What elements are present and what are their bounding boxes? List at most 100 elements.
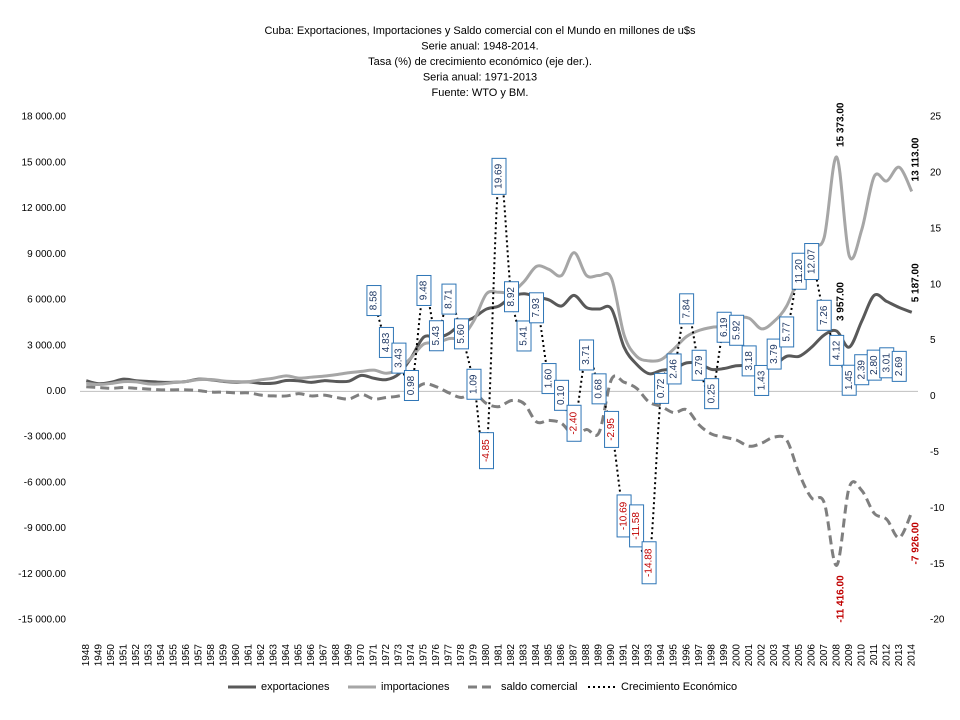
- x-tick-label: 1990: [606, 644, 617, 667]
- label-box: [428, 320, 444, 352]
- chart-title: Cuba: Exportaciones, Importaciones y Sal…: [264, 25, 696, 37]
- x-tick-label: 1974: [406, 644, 417, 667]
- data-label-box: 4.12: [829, 334, 845, 366]
- chart-title: Tasa (%) de crecimiento económico (eje d…: [368, 56, 592, 68]
- data-label-box: 5.60: [453, 318, 469, 350]
- data-label: 5.43: [431, 326, 442, 346]
- label-box: [666, 353, 682, 385]
- x-tick-label: 1950: [106, 644, 117, 667]
- label-box: [478, 432, 494, 470]
- data-label-box: 3.18: [741, 345, 757, 377]
- data-label: 5 187.00: [910, 263, 921, 302]
- x-tick-label: 2002: [756, 644, 767, 667]
- x-tick-label: 1948: [81, 644, 92, 667]
- data-label-box: 5.43: [428, 320, 444, 352]
- chart-title: Seria anual: 1971-2013: [423, 71, 537, 83]
- y2-tick-label: 0: [930, 391, 936, 402]
- label-box: [729, 314, 745, 346]
- data-label-box: -14.88: [641, 541, 657, 585]
- label-box: [541, 363, 557, 395]
- label-box: [504, 281, 520, 313]
- data-label-box: 19.69: [491, 157, 507, 195]
- chart-title: Serie anual: 1948-2014.: [421, 40, 538, 52]
- data-label-box: 7.26: [816, 299, 832, 331]
- label-box: [366, 285, 382, 317]
- x-tick-label: 1977: [444, 644, 455, 667]
- y2-tick-label: -10: [930, 503, 945, 514]
- label-box: [579, 339, 595, 371]
- x-tick-label: 1962: [256, 644, 267, 667]
- data-label: 3.71: [581, 345, 592, 365]
- x-tick-label: 1985: [544, 644, 555, 667]
- data-label: 0.10: [556, 385, 567, 405]
- data-label-box: 2.46: [666, 353, 682, 385]
- data-label-box: 9.48: [416, 274, 432, 306]
- label-box: [829, 334, 845, 366]
- x-tick-label: 1963: [269, 644, 280, 667]
- label-box: [441, 283, 457, 315]
- data-label-box: 12.07: [804, 243, 820, 281]
- data-label: 0.25: [706, 383, 717, 403]
- data-label-box: 0.98: [403, 369, 419, 401]
- y-tick-label: -15 000.00: [18, 615, 66, 626]
- data-label: 0.68: [594, 379, 605, 399]
- label-box: [554, 379, 570, 411]
- label-box: [466, 368, 482, 400]
- x-tick-label: 1973: [394, 644, 405, 667]
- data-label-box: -4.85: [478, 432, 494, 470]
- chart-title: Fuente: WTO y BM.: [432, 87, 529, 99]
- x-tick-label: 2011: [869, 644, 880, 666]
- data-label-box: 7.93: [529, 292, 545, 324]
- data-label-box: -10.69: [616, 494, 632, 538]
- x-tick-label: 1954: [156, 644, 167, 667]
- data-label: 1.09: [469, 374, 480, 394]
- x-tick-label: 1997: [694, 644, 705, 667]
- data-label-box: -2.95: [604, 410, 620, 448]
- y2-tick-label: -15: [930, 559, 945, 570]
- data-label: 8.58: [369, 290, 380, 310]
- data-label: -4.85: [481, 439, 492, 462]
- data-label: 2.46: [669, 359, 680, 379]
- data-label: -10.69: [619, 501, 630, 530]
- label-box: [779, 316, 795, 348]
- y2-tick-label: -5: [930, 447, 939, 458]
- x-tick-label: 1998: [706, 644, 717, 667]
- x-tick-label: 1966: [306, 644, 317, 667]
- data-label: 5.92: [731, 320, 742, 340]
- data-label-box: 3.71: [579, 339, 595, 371]
- data-label-box: 2.69: [891, 350, 907, 382]
- x-tick-label: 2008: [831, 644, 842, 667]
- x-tick-label: 2012: [881, 644, 892, 667]
- x-tick-label: 2003: [769, 644, 780, 667]
- x-tick-label: 1957: [193, 644, 204, 667]
- x-tick-label: 2009: [844, 644, 855, 667]
- data-label-box: 2.39: [854, 354, 870, 386]
- data-label-box: -11.58: [629, 504, 645, 548]
- x-tick-label: 1949: [93, 644, 104, 667]
- x-tick-label: 1988: [581, 644, 592, 667]
- data-label: 6.19: [719, 317, 730, 337]
- y-tick-label: 12 000.00: [22, 203, 67, 214]
- x-tick-label: 1952: [131, 644, 142, 667]
- x-tick-label: 2006: [806, 644, 817, 667]
- x-tick-label: 1987: [569, 644, 580, 667]
- x-tick-label: 1971: [369, 644, 380, 667]
- y2-tick-label: 10: [930, 279, 942, 290]
- data-label-box: 2.79: [691, 349, 707, 381]
- y2-tick-label: 5: [930, 335, 936, 346]
- data-label: 2.80: [869, 355, 880, 375]
- y2-tick-label: 20: [930, 168, 942, 179]
- data-label-box: 3.79: [766, 338, 782, 370]
- data-label-box: 5.92: [729, 314, 745, 346]
- data-label: 12.07: [806, 249, 817, 274]
- data-label: 2.39: [856, 360, 867, 380]
- data-label: 7.84: [681, 299, 692, 319]
- x-tick-label: 1959: [218, 644, 229, 667]
- x-tick-label: 1968: [331, 644, 342, 667]
- x-tick-label: 1961: [243, 644, 254, 667]
- data-label-box: -2.40: [566, 404, 582, 442]
- x-tick-label: 1980: [481, 644, 492, 667]
